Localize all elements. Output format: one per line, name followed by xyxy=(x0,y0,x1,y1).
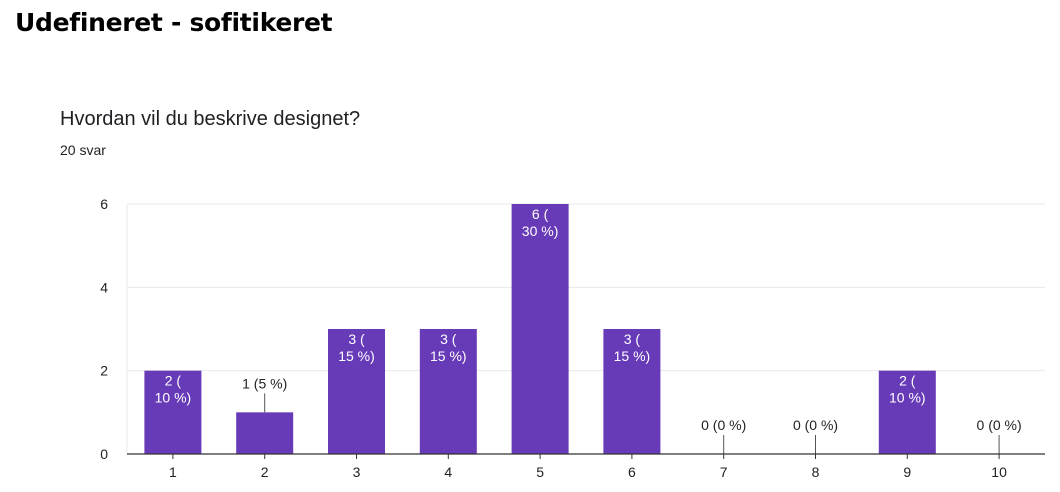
bar-6 xyxy=(603,329,661,454)
x-tick-label-10: 10 xyxy=(991,464,1007,480)
data-label-6-line-2: 15 %) xyxy=(614,348,651,364)
y-tick-label-6: 6 xyxy=(100,196,108,212)
data-label-2: 1 (5 %) xyxy=(242,375,287,391)
data-label-9-line-1: 2 ( xyxy=(899,373,916,389)
question-title: Hvordan vil du beskrive designet? xyxy=(60,108,361,130)
bar-1 xyxy=(144,370,202,454)
data-label-5-line-1: 6 ( xyxy=(532,206,549,222)
data-label-8: 0 (0 %) xyxy=(793,417,838,433)
x-tick-label-9: 9 xyxy=(903,464,911,480)
data-label-6-line-1: 3 ( xyxy=(624,331,641,347)
x-tick-label-1: 1 xyxy=(169,464,177,480)
data-label-5-line-2: 30 %) xyxy=(522,223,559,239)
data-label-4-line-1: 3 ( xyxy=(440,331,457,347)
y-tick-label-0: 0 xyxy=(100,446,108,462)
data-label-1-line-2: 10 %) xyxy=(155,390,192,406)
x-tick-label-5: 5 xyxy=(536,464,544,480)
x-tick-label-4: 4 xyxy=(444,464,452,480)
response-count: 20 svar xyxy=(60,142,106,158)
x-tick-label-6: 6 xyxy=(628,464,636,480)
data-label-1-line-1: 2 ( xyxy=(165,373,182,389)
bar-2 xyxy=(236,412,294,454)
bar-4 xyxy=(419,329,477,454)
page-heading: Udefineret - sofitikeret xyxy=(15,8,333,37)
x-tick-label-2: 2 xyxy=(261,464,269,480)
x-tick-label-7: 7 xyxy=(720,464,728,480)
y-tick-label-2: 2 xyxy=(100,363,108,379)
data-label-9-line-2: 10 %) xyxy=(889,390,926,406)
data-label-3-line-1: 3 ( xyxy=(348,331,365,347)
bar-9 xyxy=(878,370,936,454)
data-label-4-line-2: 15 %) xyxy=(430,348,467,364)
y-tick-label-4: 4 xyxy=(100,279,108,295)
bar-5 xyxy=(511,204,569,454)
data-label-10: 0 (0 %) xyxy=(977,417,1022,433)
x-tick-label-8: 8 xyxy=(812,464,820,480)
bar-3 xyxy=(328,329,385,454)
x-tick-label-3: 3 xyxy=(353,464,361,480)
data-label-7: 0 (0 %) xyxy=(701,417,746,433)
data-label-3-line-2: 15 %) xyxy=(338,348,375,364)
